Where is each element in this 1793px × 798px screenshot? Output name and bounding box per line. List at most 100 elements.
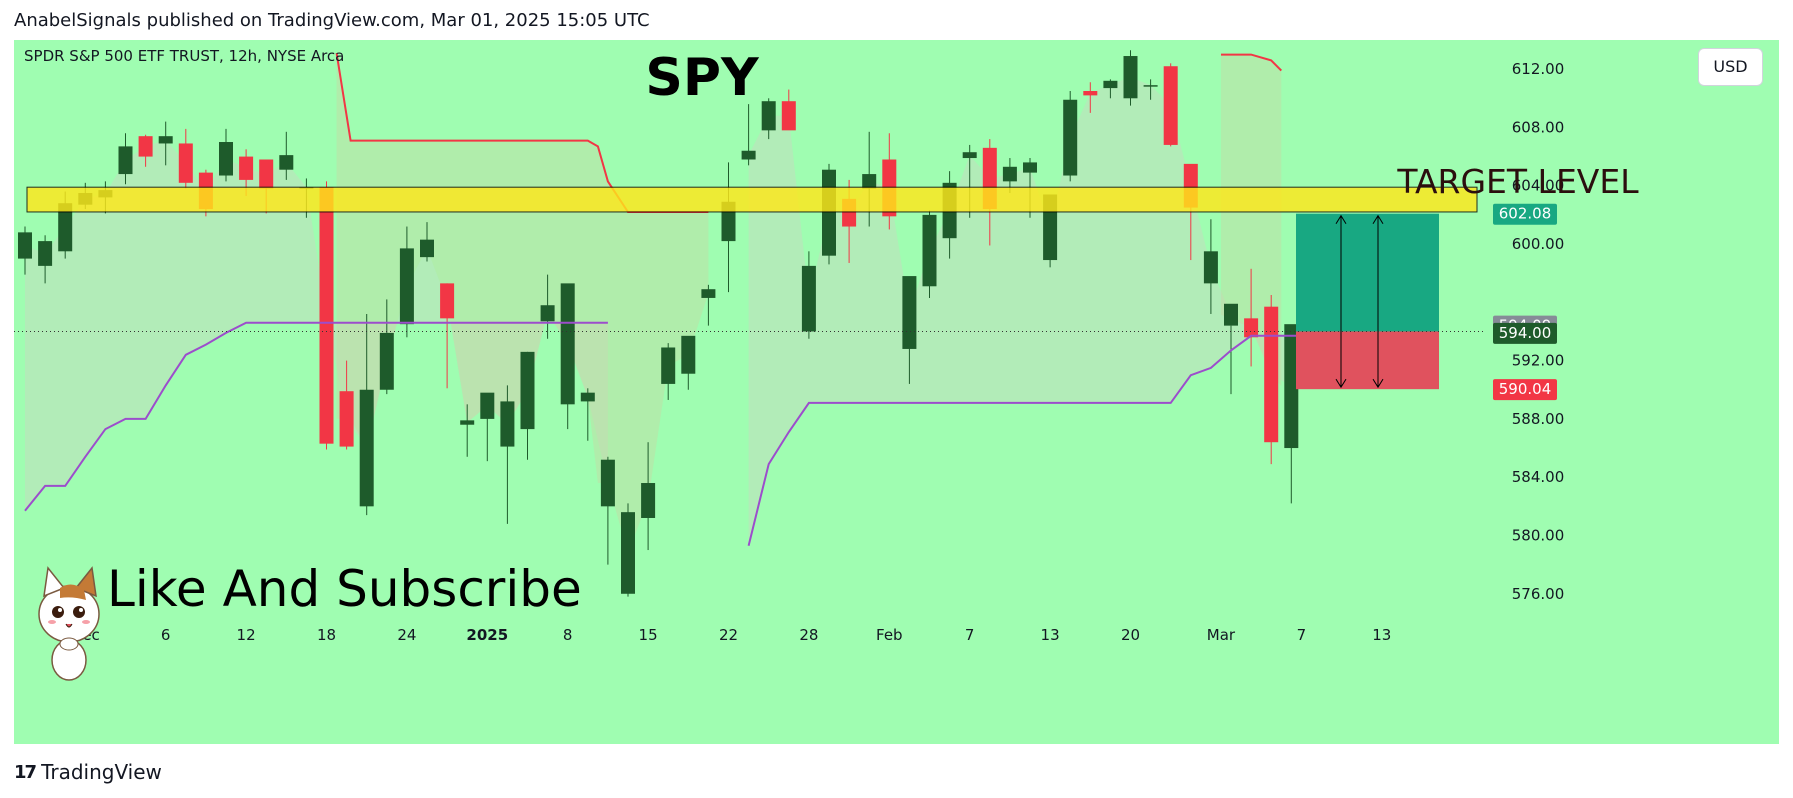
price-tick-label: 604.00 [1512, 177, 1565, 195]
candle-up [1123, 56, 1138, 99]
time-tick-label: Feb [876, 626, 903, 644]
time-tick-label: 6 [161, 626, 171, 644]
arrowhead-up-icon [1372, 214, 1384, 224]
time-tick-label: Mar [1207, 626, 1236, 644]
price-label-text: 594.00 [1499, 324, 1552, 342]
target-level-label: TARGET LEVEL [1396, 162, 1639, 201]
time-tick-label: 22 [719, 626, 738, 644]
target-zone-band [26, 186, 1478, 213]
candle-up [962, 152, 977, 159]
time-tick-label: 2025 [466, 626, 508, 644]
candle-up [18, 232, 32, 259]
arrowhead-down-icon [1335, 378, 1347, 389]
supertrend-up-line [24, 321, 608, 512]
candle-up [1224, 303, 1238, 326]
candle-up [741, 150, 756, 160]
time-tick-label: 13 [1041, 626, 1060, 644]
time-tick-label: 28 [799, 626, 818, 644]
candle-up [279, 155, 294, 170]
candle-down [239, 156, 254, 180]
time-tick-label: 24 [397, 626, 416, 644]
candle-down [138, 136, 153, 157]
candle-up [480, 392, 495, 419]
supertrend-down-fill [336, 53, 709, 553]
candle-up [801, 265, 816, 332]
price-label-box [1493, 322, 1557, 344]
position-stop-box [1296, 331, 1439, 390]
candle-up [701, 289, 716, 298]
candle-down [319, 187, 334, 444]
price-chart-svg[interactable]: 576.00 580.00 584.00 588.00 592.00 600.00 604.… [14, 40, 1779, 744]
candle-up [641, 483, 656, 518]
currency-button[interactable]: USD [1698, 48, 1763, 86]
candle-up [1002, 166, 1017, 182]
candle-down [1083, 91, 1098, 96]
candle-up [902, 276, 917, 349]
candle-up [580, 392, 595, 402]
candle-up [661, 347, 676, 384]
candle-down [339, 391, 354, 447]
arrowhead-up-icon [1335, 214, 1347, 224]
candle-down [259, 159, 274, 189]
candle-up [600, 459, 615, 507]
price-label-box [1493, 379, 1557, 401]
candle-up [1063, 99, 1078, 176]
footer-brand-text: TradingView [41, 760, 162, 784]
candle-up [58, 203, 73, 252]
supertrend-down-fill [1221, 54, 1282, 387]
candle-up [38, 241, 53, 266]
price-label-box [1493, 203, 1557, 225]
candle-up [399, 248, 414, 325]
subscribe-text: Like And Subscribe [107, 560, 582, 618]
time-tick-label: 7 [1297, 626, 1307, 644]
time-tick-label: 8 [563, 626, 573, 644]
footer-brand: 17 TradingView [14, 760, 162, 784]
arrowhead-down-icon [1372, 378, 1384, 389]
time-tick-label: 7 [965, 626, 975, 644]
price-label-text: 602.08 [1499, 205, 1552, 223]
price-axis: 576.00 580.00 584.00 588.00 592.00 600.00 604.… [1493, 60, 1564, 603]
price-tick-label: 612.00 [1512, 60, 1565, 78]
candle-up [118, 146, 133, 175]
position-target-box [1296, 213, 1439, 332]
price-tick-label: 588.00 [1512, 410, 1565, 428]
candle-up [1203, 251, 1218, 284]
candle-up [420, 239, 434, 258]
candle-up [922, 214, 937, 287]
publisher-line: AnabelSignals published on TradingView.c… [14, 10, 650, 31]
candle-down [1264, 306, 1279, 443]
time-tick-label: 18 [317, 626, 336, 644]
price-label-text: 590.04 [1499, 380, 1552, 398]
supertrend-down-line [1221, 53, 1283, 72]
candle-up [500, 401, 515, 447]
candle-up [681, 335, 696, 374]
chart-area[interactable]: 576.00 580.00 584.00 588.00 592.00 600.00 604.… [14, 40, 1779, 744]
candle-up [219, 142, 233, 176]
candle-up [621, 512, 635, 594]
mascot-cat [38, 566, 100, 681]
price-tick-label: 608.00 [1512, 118, 1565, 136]
candle-up [1103, 80, 1118, 89]
candle-up [359, 389, 374, 507]
candle-up [540, 305, 555, 322]
supertrend-up-line [747, 334, 1372, 546]
candle-down [1244, 318, 1259, 338]
time-axis: Dec612182420258152228Feb71320Mar713 [71, 626, 1392, 644]
candle-down [178, 143, 193, 183]
candle-up [158, 136, 173, 144]
time-tick-label: 15 [639, 626, 658, 644]
price-tick-label: 592.00 [1512, 352, 1565, 370]
candle-up [1023, 162, 1037, 173]
price-tick-label: 580.00 [1512, 526, 1565, 544]
candle-down [1163, 66, 1178, 145]
candle-up [822, 169, 836, 256]
candle-up [761, 101, 776, 131]
candle-down [440, 283, 455, 319]
candle-up [560, 283, 575, 405]
tradingview-logo-icon: 17 [14, 761, 37, 783]
time-tick-label: 12 [237, 626, 256, 644]
price-tick-label: 576.00 [1512, 585, 1565, 603]
price-tick-label: 600.00 [1512, 235, 1565, 253]
time-tick-label: 13 [1372, 626, 1391, 644]
time-tick-label: 20 [1121, 626, 1140, 644]
